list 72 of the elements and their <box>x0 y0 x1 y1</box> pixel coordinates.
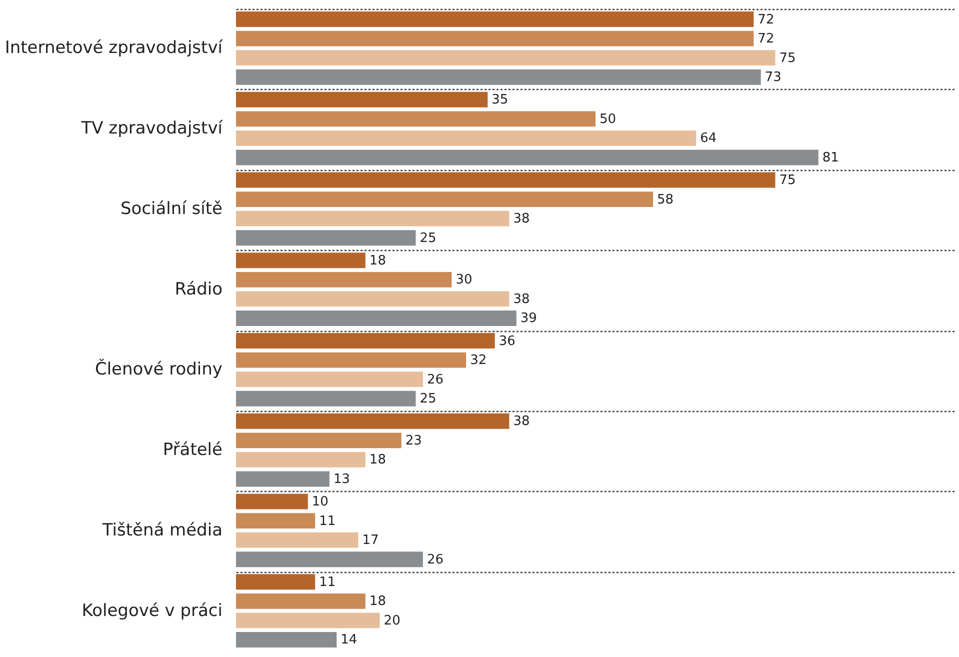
bar <box>236 471 330 487</box>
bar <box>236 593 366 609</box>
y-tick-label: Členové rodiny <box>94 358 222 380</box>
data-label: 23 <box>405 433 422 448</box>
data-label: 18 <box>369 452 386 468</box>
bar <box>236 111 596 127</box>
data-label: 81 <box>822 150 839 166</box>
bar <box>236 291 510 307</box>
bar <box>236 130 696 146</box>
data-label: 35 <box>492 92 508 108</box>
y-tick-label: Sociální sítě <box>120 198 222 219</box>
data-label: 72 <box>758 32 774 47</box>
bar <box>236 192 654 208</box>
bar <box>236 390 416 406</box>
bar <box>236 12 754 27</box>
bar <box>236 513 316 529</box>
bar <box>236 230 416 246</box>
data-label: 36 <box>498 334 516 349</box>
data-label: 25 <box>420 392 436 407</box>
bar <box>236 532 358 548</box>
data-label: 38 <box>513 414 530 430</box>
bar <box>236 552 423 568</box>
y-tick-label: Tištěná média <box>101 520 222 540</box>
bar <box>236 333 495 348</box>
data-label: 14 <box>340 632 358 648</box>
data-label: 11 <box>319 574 336 590</box>
bar <box>236 69 761 85</box>
data-label: 13 <box>333 472 350 487</box>
bar <box>236 413 510 429</box>
bar <box>236 432 402 448</box>
data-label: 20 <box>384 613 400 628</box>
data-label: 32 <box>470 353 487 368</box>
bar <box>236 30 754 46</box>
bar <box>236 452 366 468</box>
data-label: 26 <box>426 552 444 568</box>
data-label: 58 <box>657 192 674 208</box>
y-tick-label: TV zpravodajství <box>80 118 224 139</box>
bar <box>236 252 366 268</box>
y-tick-label: Kolegové v práci <box>82 600 222 621</box>
bar <box>236 150 818 166</box>
bar <box>236 210 510 226</box>
data-label: 26 <box>426 372 444 388</box>
y-tick-label: Rádio <box>174 279 222 300</box>
y-tick-label: Přátelé <box>162 440 222 460</box>
y-tick-label: Internetové zpravodajství <box>4 38 224 58</box>
data-label: 75 <box>779 50 796 66</box>
data-label: 30 <box>456 272 472 288</box>
bar <box>236 494 308 510</box>
bar <box>236 50 776 66</box>
bar <box>236 172 776 188</box>
data-label: 75 <box>779 173 796 188</box>
bar <box>236 352 466 368</box>
bar <box>236 612 380 628</box>
bar <box>236 310 516 326</box>
data-label: 72 <box>758 12 774 28</box>
data-label: 73 <box>764 70 782 86</box>
bar <box>236 574 316 590</box>
data-label: 10 <box>312 494 328 510</box>
data-label: 18 <box>369 253 386 268</box>
data-label: 64 <box>700 131 717 146</box>
bar <box>236 632 337 648</box>
data-label: 25 <box>420 230 436 246</box>
data-label: 38 <box>513 292 530 307</box>
bar <box>236 372 423 388</box>
data-label: 38 <box>513 212 530 227</box>
bar <box>236 272 452 288</box>
data-label: 18 <box>369 594 386 610</box>
bar <box>236 92 488 108</box>
data-label: 39 <box>520 311 537 326</box>
data-label: 17 <box>362 533 379 548</box>
data-label: 50 <box>600 112 616 127</box>
data-label: 11 <box>319 514 336 529</box>
